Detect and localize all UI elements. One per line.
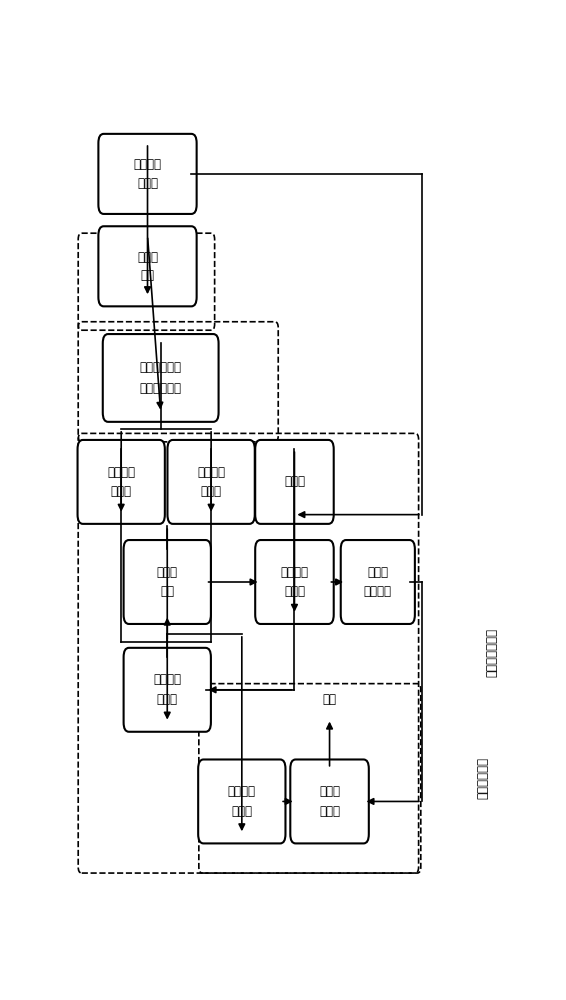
FancyBboxPatch shape (198, 759, 285, 843)
Text: 输出: 输出 (323, 693, 337, 706)
Text: 放大器: 放大器 (200, 485, 222, 498)
Text: 仪表放: 仪表放 (157, 566, 178, 579)
FancyBboxPatch shape (103, 334, 218, 422)
FancyBboxPatch shape (168, 440, 255, 524)
Text: 放大器: 放大器 (111, 485, 132, 498)
Text: 温度补: 温度补 (319, 785, 340, 798)
FancyBboxPatch shape (123, 540, 211, 624)
Text: 通滤波器: 通滤波器 (364, 585, 392, 598)
Text: 加速度传感器: 加速度传感器 (140, 382, 182, 395)
Text: 移相器: 移相器 (284, 475, 305, 488)
Text: 模拟式处理电路: 模拟式处理电路 (486, 628, 498, 677)
Text: 第一低: 第一低 (367, 566, 388, 579)
Text: 第二相干: 第二相干 (153, 673, 181, 686)
Text: 第一电荷: 第一电荷 (107, 466, 135, 479)
FancyBboxPatch shape (255, 440, 334, 524)
Text: 电容式微机械: 电容式微机械 (140, 361, 182, 374)
FancyBboxPatch shape (341, 540, 415, 624)
Text: 滤波器: 滤波器 (231, 805, 252, 818)
Text: 发生器: 发生器 (137, 177, 158, 190)
Text: 波器: 波器 (140, 269, 155, 282)
Text: 大器: 大器 (160, 585, 174, 598)
FancyBboxPatch shape (98, 226, 196, 306)
Text: 偿电路: 偿电路 (319, 805, 340, 818)
Text: 高频载波: 高频载波 (134, 158, 161, 171)
Text: 解调器: 解调器 (284, 585, 305, 598)
Text: 第二低通: 第二低通 (228, 785, 256, 798)
FancyBboxPatch shape (78, 440, 165, 524)
Text: 第一相干: 第一相干 (281, 566, 308, 579)
Text: 温度补偿装置: 温度补偿装置 (477, 757, 490, 799)
FancyBboxPatch shape (255, 540, 334, 624)
Text: 带通滤: 带通滤 (137, 251, 158, 264)
FancyBboxPatch shape (290, 759, 369, 843)
FancyBboxPatch shape (123, 648, 211, 732)
FancyBboxPatch shape (98, 134, 196, 214)
Text: 解调器: 解调器 (157, 693, 178, 706)
Text: 第二电荷: 第二电荷 (197, 466, 225, 479)
